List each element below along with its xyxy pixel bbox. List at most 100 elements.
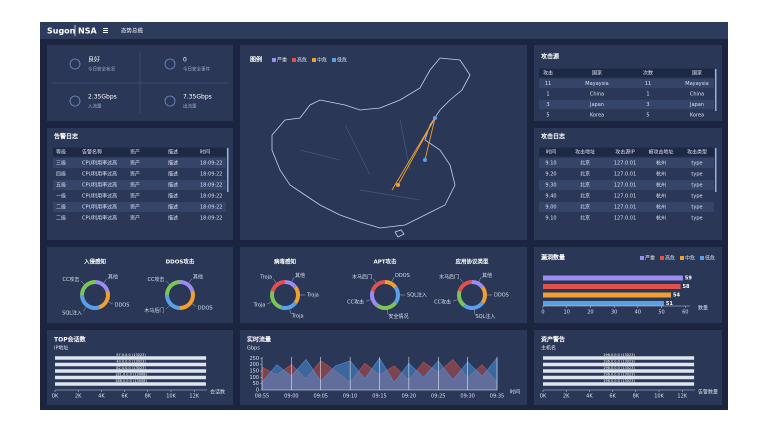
bar xyxy=(543,362,695,367)
bar-label: 196.0.0.0 (13023) xyxy=(603,366,635,370)
donut-segment xyxy=(180,280,195,292)
x-tick-label: 2K xyxy=(75,394,82,400)
table-cell: 描述 xyxy=(168,182,178,189)
x-tick-label: 4K xyxy=(586,394,593,400)
table-cell: 18:09:22 xyxy=(200,216,222,222)
x-tick-label: 09:20 xyxy=(402,394,416,400)
table-cell: 杭州 xyxy=(656,171,666,178)
status-label: 入流量 xyxy=(88,103,102,110)
table-cell: 127.0.01 xyxy=(614,172,636,178)
x-tick-label: 50 xyxy=(658,310,664,316)
table-cell: 二级 xyxy=(56,215,66,222)
table-header: 攻击源IP xyxy=(615,149,635,156)
x-tick-label: 09:15 xyxy=(372,394,386,400)
table-row-bg xyxy=(539,180,714,190)
chart-title: 入侵感知 xyxy=(83,258,107,266)
table-cell: 描述 xyxy=(168,204,178,211)
bar-label: 49.0.0.0 (13023) xyxy=(116,359,146,363)
table-cell: 描述 xyxy=(168,193,178,200)
table-cell: 18:09:22 xyxy=(200,194,222,200)
donut-segment xyxy=(285,280,298,289)
table-cell: type xyxy=(691,172,702,178)
donut-label: CC攻击 xyxy=(62,276,79,283)
table-row-bg xyxy=(53,202,226,212)
chart-subtitle: 主机名 xyxy=(541,345,556,352)
table-cell: 北京 xyxy=(580,193,590,200)
table-cell: 资产 xyxy=(130,160,140,167)
donut-label: 其他 xyxy=(295,272,305,279)
table-header-bg xyxy=(53,147,226,157)
bar xyxy=(55,375,206,380)
bar xyxy=(55,369,207,373)
legend-label: 中危 xyxy=(317,57,327,64)
donut-label: CC攻击 xyxy=(434,298,451,305)
table-row-bg xyxy=(539,202,714,212)
y-tick-label: 100 xyxy=(249,375,259,381)
leader-line xyxy=(291,277,295,282)
bar-label: 181.0.0.0 (13008) xyxy=(115,372,147,376)
table-cell: 杭州 xyxy=(656,182,666,189)
table-header: 攻击地址 xyxy=(575,149,595,156)
table-cell: Korea xyxy=(590,113,604,119)
donut-segment xyxy=(80,280,95,295)
table-cell: 127.0.01 xyxy=(614,183,636,189)
x-tick-label: 60 xyxy=(682,310,688,316)
table-cell: 描述 xyxy=(168,215,178,222)
table-cell: CPU利用率过高 xyxy=(82,215,117,222)
leader-line xyxy=(188,278,192,283)
table-cell: type xyxy=(691,194,702,200)
donut-segment xyxy=(385,280,398,289)
x-tick-label: 10 xyxy=(564,310,570,316)
table-cell: 127.0.01 xyxy=(614,194,636,200)
bar-label: 196.0.0.0 (13023) xyxy=(603,359,635,363)
nav-item[interactable]: 态势总揽 xyxy=(121,27,144,35)
bar-label: 82.0.0.0 (13023) xyxy=(116,366,146,370)
table-cell: 资产 xyxy=(130,204,140,211)
legend-swatch xyxy=(292,58,296,62)
bar xyxy=(543,369,695,373)
scrollbar xyxy=(227,148,229,192)
chart-title: 实时流量 xyxy=(247,336,271,344)
leader-line xyxy=(373,278,377,283)
table-cell: 127.0.01 xyxy=(614,205,636,211)
table-cell: Japan xyxy=(689,102,704,108)
menu-icon[interactable] xyxy=(103,28,108,33)
bar xyxy=(543,375,695,380)
table-cell: 1 xyxy=(646,92,649,98)
status-label: 今日安全事件 xyxy=(183,66,210,73)
table-cell: Japan xyxy=(589,102,604,108)
table-header: 国家 xyxy=(692,70,702,77)
donut-segment xyxy=(98,290,110,310)
bar-label: 97.0.0.0 (13023) xyxy=(116,353,146,357)
x-tick-label: 0K xyxy=(52,394,59,400)
table-cell: 描述 xyxy=(168,160,178,167)
legend-swatch xyxy=(272,58,276,62)
leader-line xyxy=(192,303,197,307)
x-tick-label: 09:35 xyxy=(490,394,504,400)
donut-segment xyxy=(457,280,472,292)
donut-segment xyxy=(80,295,100,310)
chart-title: TOP会话数 xyxy=(54,336,87,344)
status-label: 今日安全状况 xyxy=(88,66,115,73)
panel-title: 攻击日志 xyxy=(541,133,565,141)
legend-swatch xyxy=(312,58,316,62)
table-header-bg xyxy=(539,68,714,78)
donut-label: Troja xyxy=(306,293,319,299)
donut-label: SQL注入 xyxy=(62,309,82,316)
table-cell: 北京 xyxy=(580,171,590,178)
table-cell: 127.0.01 xyxy=(614,161,636,167)
x-tick-label: 12K xyxy=(677,394,687,400)
donut-segment xyxy=(95,280,110,292)
donut-segment xyxy=(180,290,195,310)
table-cell: 5 xyxy=(646,113,649,119)
leader-line xyxy=(387,309,389,315)
leader-line xyxy=(365,299,371,302)
donut-label: 其他 xyxy=(108,274,118,281)
x-tick-label: 10K xyxy=(654,394,664,400)
x-tick-label: 09:30 xyxy=(460,394,474,400)
donut-label: Troja xyxy=(259,275,272,281)
donut-label: Troja xyxy=(253,302,266,308)
scrollbar xyxy=(715,148,717,192)
legend-swatch xyxy=(660,256,664,260)
